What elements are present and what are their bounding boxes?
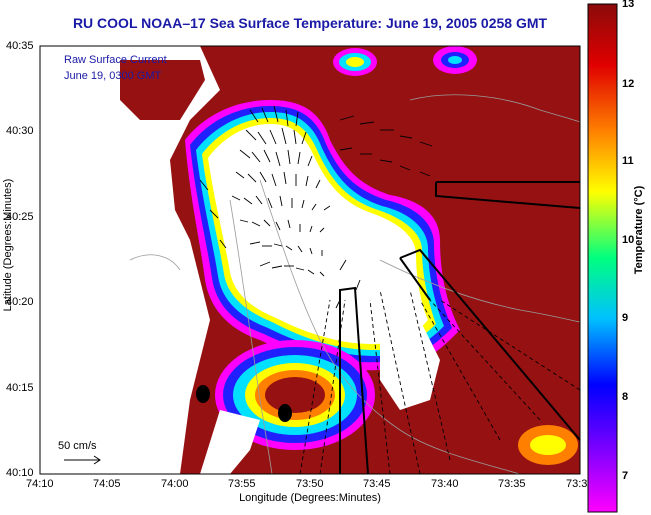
dashed-tracks (299, 289, 580, 474)
ytick: 40:35 (6, 40, 34, 52)
legend-line-1: Raw Surface Current (64, 54, 167, 66)
ytick: 40:15 (6, 382, 34, 394)
marker-buoy-east (278, 404, 292, 422)
south-east-cloud (380, 320, 440, 410)
xtick: 73:40 (431, 478, 459, 490)
map-title: RU COOL NOAA–17 Sea Surface Temperature:… (72, 15, 548, 31)
current-vectors (199, 105, 433, 309)
xtick: 74:05 (93, 478, 121, 490)
colorbar-tick: 9 (622, 312, 629, 324)
scale-label: 50 cm/s (58, 440, 97, 452)
ytick: 40:30 (6, 125, 34, 137)
marker-buoy-west (196, 385, 210, 403)
eddy-core (265, 377, 325, 413)
y-axis-label: Latitude (Degrees:Minutes) (2, 178, 14, 312)
colorbar-tick: 11 (622, 155, 634, 167)
colorbar-tick: 7 (622, 470, 629, 482)
x-axis-label: Longitude (Degrees:Minutes) (239, 492, 381, 504)
plot-frame (39, 45, 581, 475)
colorbar-tick: 8 (622, 391, 629, 403)
scale-arrow (64, 455, 101, 465)
colorbar-label: Temperature (°C) (633, 185, 645, 275)
cold-water-core (208, 124, 428, 344)
legend-line-2: June 19, 0300 GMT (64, 70, 162, 82)
xtick: 73:45 (363, 478, 391, 490)
sea-patch-left (120, 60, 205, 120)
xtick: 74:10 (26, 478, 54, 490)
xtick: 73:55 (228, 478, 256, 490)
xtick: 73:35 (498, 478, 526, 490)
cloud-patch-left (60, 110, 100, 160)
transect-lines (339, 181, 580, 474)
ytick: 40:20 (6, 296, 34, 308)
colorbar-tick: 12 (622, 78, 635, 90)
south-cloud (200, 410, 260, 474)
ytick: 40:25 (6, 211, 34, 223)
colorbar (587, 3, 618, 513)
xtick: 74:00 (161, 478, 189, 490)
xtick: 73:3 (566, 478, 588, 490)
colorbar-tick: 10 (622, 234, 635, 246)
xtick: 73:50 (296, 478, 324, 490)
ytick: 40:10 (6, 467, 34, 479)
colorbar-tick: 13 (622, 0, 635, 10)
